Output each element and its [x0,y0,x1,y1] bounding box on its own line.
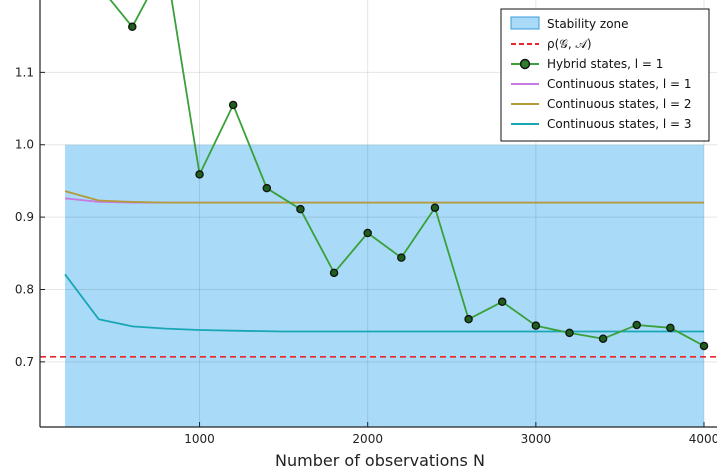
stability-zone-layer [65,144,704,427]
series-layer [40,0,717,358]
series-0-point-16 [598,334,608,343]
series-0-point-11 [430,203,440,212]
series-0-point-7 [296,204,305,214]
series-0-point-12 [464,314,473,324]
series-0-point-6 [262,183,272,193]
legend-swatch-hybrid-marker [519,58,531,70]
series-0-point-14 [531,321,541,330]
series-0-point-4 [195,170,204,179]
tick-layer: 1000 2000 3000 4000 0.7 0.8 0.9 1.0 1.1 [15,65,717,446]
y-tick-label-1: 0.8 [15,282,34,296]
series-0-point-17 [632,320,641,330]
legend-swatch-stability-zone [510,16,540,30]
y-tick-label-2: 0.9 [15,210,34,224]
series-0-point-10 [397,253,406,262]
x-tick-label-0: 1000 [184,432,215,446]
x-tick-label-3: 4000 [689,432,717,446]
legend-label-spectral-radius: ρ(𝒢, 𝒜) [547,37,592,51]
legend-box [500,8,710,142]
legend-label-continuous-l2: Continuous states, l = 2 [547,97,692,111]
x-tick-label-1: 2000 [352,432,383,446]
series-line-0 [109,0,705,347]
series-0-point-19 [699,341,709,351]
legend-label-continuous-l3: Continuous states, l = 3 [547,117,692,131]
series-0-point-15 [565,328,574,338]
x-axis-label: Number of observations N [275,451,485,470]
legend-label-continuous-l1: Continuous states, l = 1 [547,77,692,91]
y-tick-label-0: 0.7 [15,355,34,369]
series-0-point-2 [128,22,137,32]
stability-zone-rect [65,144,704,427]
series-0-point-9 [363,228,372,238]
series-0-point-18 [666,323,675,333]
legend-label-stability-zone: Stability zone [547,17,629,31]
y-tick-label-4: 1.1 [15,65,34,79]
series-0-point-5 [228,100,238,110]
legend: Stability zone ρ(𝒢, 𝒜) Hybrid states, l … [500,8,710,142]
x-tick-label-2: 3000 [521,432,552,446]
series-line-2 [64,190,704,204]
series-0-point-8 [329,268,339,278]
series-0-point-13 [497,297,507,307]
legend-label-hybrid-l1: Hybrid states, l = 1 [547,57,663,71]
series-line-3 [64,273,704,333]
y-tick-label-3: 1.0 [15,138,34,152]
